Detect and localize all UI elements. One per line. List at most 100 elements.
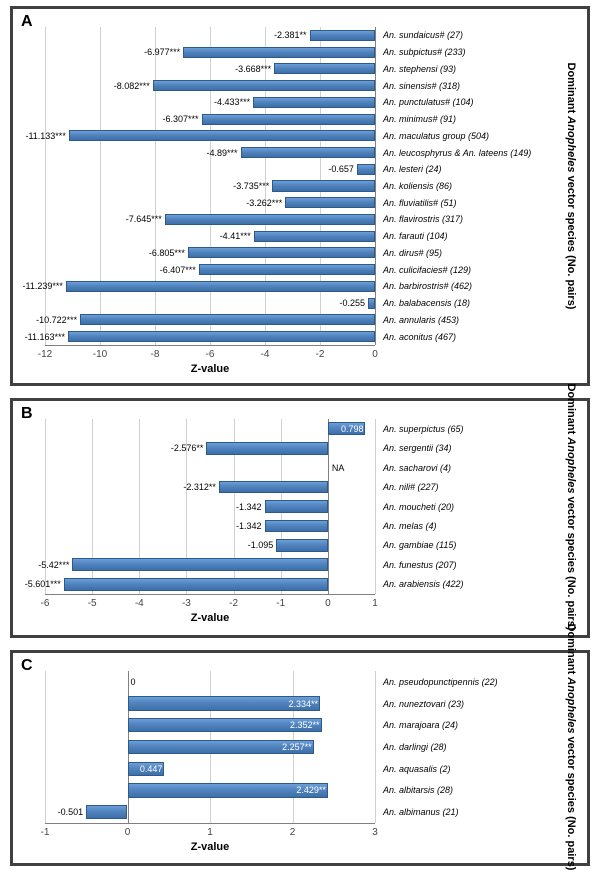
bar — [165, 214, 375, 225]
bar-value-label: -2.312** — [183, 482, 216, 492]
bar — [66, 281, 375, 292]
x-tick-label: -4 — [135, 598, 144, 609]
species-label: An. aconitus (467) — [383, 332, 456, 342]
x-tick-label: -8 — [151, 349, 160, 360]
bar-value-label: NA — [332, 463, 345, 473]
bar-value-label: -1.342 — [236, 502, 262, 512]
bar — [199, 264, 375, 275]
bar-value-label: -8.082*** — [114, 81, 150, 91]
bar-value-label: -2.381** — [274, 30, 307, 40]
x-axis — [45, 345, 375, 346]
bar-value-label: -10.722*** — [36, 315, 77, 325]
x-tick-label: -10 — [93, 349, 107, 360]
chart-B: -6-5-4-3-2-1010.798An. superpictus (65)-… — [45, 419, 375, 594]
species-label: An. gambiae (115) — [383, 540, 456, 550]
x-tick-label: -5 — [88, 598, 97, 609]
x-axis-title: Z-value — [191, 612, 230, 624]
bar — [153, 80, 375, 91]
bar-value-label: 0 — [131, 677, 136, 687]
bar-value-label: 2.334** — [289, 699, 319, 709]
species-label: An. sinensis# (318) — [383, 81, 460, 91]
species-label: An. culicifacies# (129) — [383, 265, 471, 275]
x-tick-label: 0 — [372, 349, 378, 360]
x-axis — [45, 823, 375, 824]
panel-label-A: A — [21, 13, 33, 31]
bar — [202, 114, 375, 125]
species-label: An. sundaicus# (27) — [383, 30, 463, 40]
gridline — [155, 27, 156, 345]
bar-value-label: -11.163*** — [25, 332, 65, 342]
panel-label-B: B — [21, 405, 33, 423]
bar-value-label: -5.601*** — [25, 579, 61, 589]
x-axis-title: Z-value — [191, 363, 230, 375]
bar — [183, 47, 375, 58]
bar-value-label: -7.645*** — [126, 214, 162, 224]
gridline — [45, 27, 46, 345]
bar — [188, 247, 375, 258]
species-label: An. balabacensis (18) — [383, 298, 470, 308]
species-label: An. flavirostris (317) — [383, 214, 463, 224]
bar-value-label: -0.501 — [58, 807, 84, 817]
bar — [368, 298, 375, 309]
species-label: An. punctulatus# (104) — [383, 97, 474, 107]
species-label: An. superpictus (65) — [383, 424, 464, 434]
bar — [80, 314, 375, 325]
x-tick-label: 1 — [372, 598, 378, 609]
bar — [272, 180, 375, 191]
bar — [276, 539, 328, 552]
panel-A: A-12-10-8-6-4-20-2.381**An. sundaicus# (… — [10, 6, 590, 386]
x-tick-label: -12 — [38, 349, 52, 360]
bar — [72, 558, 328, 571]
bar-value-label: 0.447 — [140, 764, 163, 774]
bar-value-label: -1.342 — [236, 521, 262, 531]
species-label: An. pseudopunctipennis (22) — [383, 677, 498, 687]
x-tick-label: -6 — [41, 598, 50, 609]
bar — [206, 442, 327, 455]
bar — [285, 197, 375, 208]
bar-value-label: 2.429** — [296, 785, 326, 795]
bar-value-label: -4.433*** — [214, 97, 250, 107]
zero-axis — [328, 419, 329, 594]
species-label: An. farauti (104) — [383, 231, 448, 241]
bar-value-label: -6.307*** — [163, 114, 199, 124]
species-label: An. subpictus# (233) — [383, 47, 466, 57]
species-label: An. moucheti (20) — [383, 502, 454, 512]
species-label: An. nili# (227) — [383, 482, 439, 492]
x-axis — [45, 594, 375, 595]
bar — [241, 147, 375, 158]
species-label: An. sacharovi (4) — [383, 463, 451, 473]
species-label: An. minimus# (91) — [383, 114, 456, 124]
bar-value-label: -3.668*** — [235, 64, 271, 74]
bar-value-label: -3.735*** — [233, 181, 269, 191]
bar-value-label: -1.095 — [248, 540, 274, 550]
bar — [254, 231, 375, 242]
species-label: An. lesteri (24) — [383, 164, 442, 174]
bar-value-label: -6.805*** — [149, 248, 185, 258]
bar — [68, 331, 375, 342]
bar — [253, 97, 375, 108]
species-label: An. albitarsis (28) — [383, 785, 453, 795]
species-label: An. stephensi (93) — [383, 64, 456, 74]
x-tick-label: -6 — [206, 349, 215, 360]
bar — [265, 500, 328, 513]
x-tick-label: -1 — [276, 598, 285, 609]
bar-value-label: -3.262*** — [246, 198, 282, 208]
bar — [274, 63, 375, 74]
bar — [219, 481, 328, 494]
bar-value-label: -11.239*** — [23, 281, 63, 291]
bar-value-label: -6.977*** — [144, 47, 180, 57]
bar-value-label: -0.255 — [339, 298, 365, 308]
bar-value-label: -11.133*** — [25, 131, 65, 141]
gridline — [375, 419, 376, 594]
panel-C: C-101230An. pseudopunctipennis (22)2.334… — [10, 650, 590, 866]
chart-C: -101230An. pseudopunctipennis (22)2.334*… — [45, 671, 375, 823]
bar-value-label: -5.42*** — [38, 560, 69, 570]
bar-value-label: -6.407*** — [160, 265, 196, 275]
species-label: An. sergentii (34) — [383, 443, 452, 453]
species-label: An. annularis (453) — [383, 315, 459, 325]
bar — [64, 578, 328, 591]
species-label: An. funestus (207) — [383, 560, 457, 570]
gridline — [210, 27, 211, 345]
gridline — [100, 27, 101, 345]
bar-value-label: -0.657 — [328, 164, 354, 174]
